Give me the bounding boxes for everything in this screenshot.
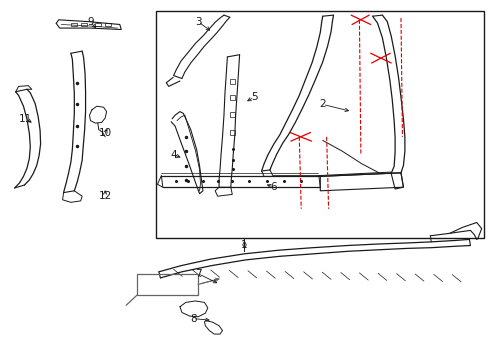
Text: 2: 2 (319, 99, 325, 109)
Bar (71, 23, 77, 26)
Text: 1: 1 (241, 240, 247, 250)
Text: 9: 9 (87, 17, 94, 27)
Bar (155, 11, 483, 238)
Text: 8: 8 (189, 314, 196, 324)
Bar (95, 23, 101, 26)
Text: 11: 11 (19, 114, 33, 124)
Bar (81, 23, 86, 26)
Text: 12: 12 (98, 191, 112, 201)
Bar (229, 130, 234, 135)
Bar (229, 79, 234, 84)
Text: 10: 10 (99, 128, 111, 138)
Text: 5: 5 (250, 92, 257, 102)
Bar (229, 95, 234, 100)
Text: 7: 7 (194, 269, 201, 279)
Text: 3: 3 (194, 17, 201, 27)
Bar (105, 23, 111, 26)
Text: 4: 4 (170, 150, 177, 160)
Text: 6: 6 (270, 182, 277, 192)
Bar (229, 112, 234, 117)
